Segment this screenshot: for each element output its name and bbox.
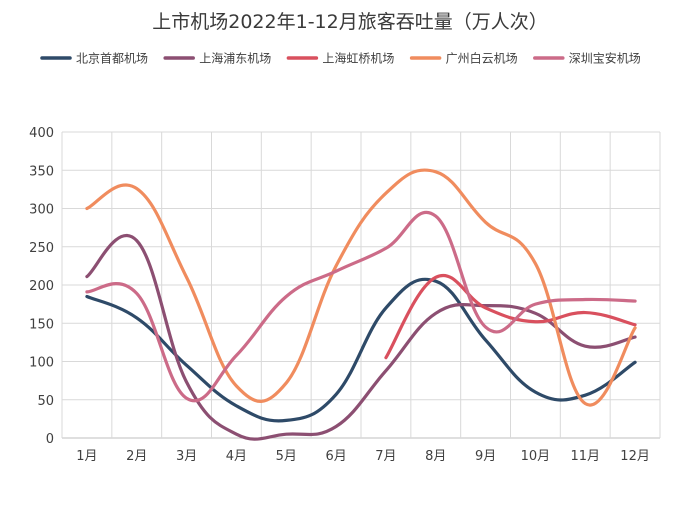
series-line-5 bbox=[85, 210, 637, 403]
x-tick-label: 2月 bbox=[126, 449, 147, 464]
y-tick-label: 350 bbox=[29, 164, 54, 179]
x-tick-label: 1月 bbox=[76, 449, 97, 464]
series-line-4 bbox=[85, 168, 637, 407]
x-tick-label: 9月 bbox=[475, 449, 496, 464]
x-tick-label: 7月 bbox=[375, 449, 396, 464]
y-tick-label: 300 bbox=[29, 203, 54, 218]
y-tick-label: 200 bbox=[29, 279, 54, 294]
y-tick-label: 400 bbox=[29, 126, 54, 141]
legend-label: 广州白云机场 bbox=[446, 51, 518, 66]
x-tick-label: 12月 bbox=[620, 449, 650, 464]
x-tick-label: 11月 bbox=[570, 449, 600, 464]
series-lines bbox=[85, 168, 637, 441]
x-tick-label: 4月 bbox=[226, 449, 247, 464]
series-line-3 bbox=[384, 273, 637, 360]
x-tick-label: 5月 bbox=[276, 449, 297, 464]
y-axis-ticks: 0 50 100 150 200 250 300 350 400 bbox=[29, 126, 54, 447]
x-tick-label: 10月 bbox=[521, 449, 551, 464]
y-tick-label: 50 bbox=[37, 394, 54, 409]
x-tick-label: 6月 bbox=[325, 449, 346, 464]
series-line-1 bbox=[85, 277, 637, 423]
gridlines bbox=[61, 131, 661, 439]
x-axis-ticks: 1月 2月 3月 4月 5月 6月 7月 8月 9月 10月 11月 12月 bbox=[76, 449, 650, 464]
legend-label: 北京首都机场 bbox=[76, 52, 148, 66]
legend-label: 上海浦东机场 bbox=[199, 51, 271, 66]
series-line-2 bbox=[85, 233, 637, 441]
y-tick-label: 250 bbox=[29, 241, 54, 256]
legend-label: 深圳宝安机场 bbox=[569, 51, 641, 66]
legend: 北京首都机场 上海浦东机场 上海虹桥机场 广州白云机场 深圳宝安机场 bbox=[40, 51, 641, 66]
y-tick-label: 100 bbox=[29, 356, 54, 371]
chart-title: 上市机场2022年1-12月旅客吞吐量（万人次） bbox=[152, 11, 547, 33]
y-tick-label: 150 bbox=[29, 317, 54, 332]
y-tick-label: 0 bbox=[46, 432, 54, 447]
legend-label: 上海虹桥机场 bbox=[322, 51, 394, 66]
x-tick-label: 8月 bbox=[425, 449, 446, 464]
x-tick-label: 3月 bbox=[176, 449, 197, 464]
